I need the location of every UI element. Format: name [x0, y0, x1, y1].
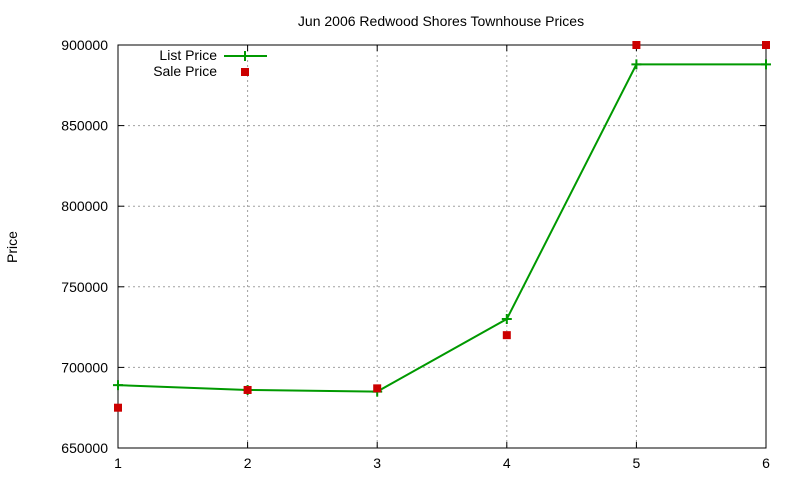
y-tick-label: 700000 [61, 359, 108, 375]
series-sale-price [114, 41, 770, 412]
chart-title: Jun 2006 Redwood Shores Townhouse Prices [298, 13, 584, 29]
legend-sample-sale-price [241, 68, 249, 76]
legend-sample-list-price [224, 51, 267, 61]
list-price-point [761, 59, 771, 70]
x-tick-label: 6 [762, 455, 770, 471]
x-tick-label: 2 [244, 455, 252, 471]
y-tick-labels: 650000 700000 750000 800000 850000 900000 [61, 37, 108, 456]
grid-lines [118, 45, 766, 448]
axis-ticks [117, 44, 767, 449]
legend-label-list-price: List Price [159, 47, 217, 63]
sale-price-point [114, 403, 122, 412]
y-tick-label: 650000 [61, 440, 108, 456]
y-axis-label: Price [4, 231, 20, 263]
list-price-line [117, 63, 766, 393]
x-tick-label: 5 [633, 455, 641, 471]
y-tick-label: 850000 [61, 118, 108, 134]
sale-price-point [373, 384, 382, 393]
list-price-legend-marker [240, 51, 250, 61]
series-list-price [113, 59, 771, 397]
sale-price-point [502, 331, 511, 340]
sale-price-legend-marker [241, 68, 249, 76]
x-tick-label: 3 [373, 455, 381, 471]
x-tick-label: 1 [114, 455, 122, 471]
y-tick-label: 900000 [61, 37, 108, 53]
list-price-point [501, 314, 512, 325]
list-price-point [631, 59, 642, 70]
x-tick-label: 4 [503, 455, 511, 471]
x-tick-labels: 1 2 3 4 5 6 [114, 455, 770, 471]
legend-label-sale-price: Sale Price [153, 63, 217, 79]
sale-price-point [243, 385, 252, 394]
sale-price-point [632, 41, 641, 49]
y-tick-label: 750000 [61, 279, 108, 295]
list-price-point [113, 380, 123, 391]
y-tick-label: 800000 [61, 198, 108, 214]
legend: List Price Sale Price [153, 47, 267, 79]
sale-price-point [762, 41, 770, 49]
series-layer [113, 41, 771, 412]
plot-frame [117, 44, 767, 449]
